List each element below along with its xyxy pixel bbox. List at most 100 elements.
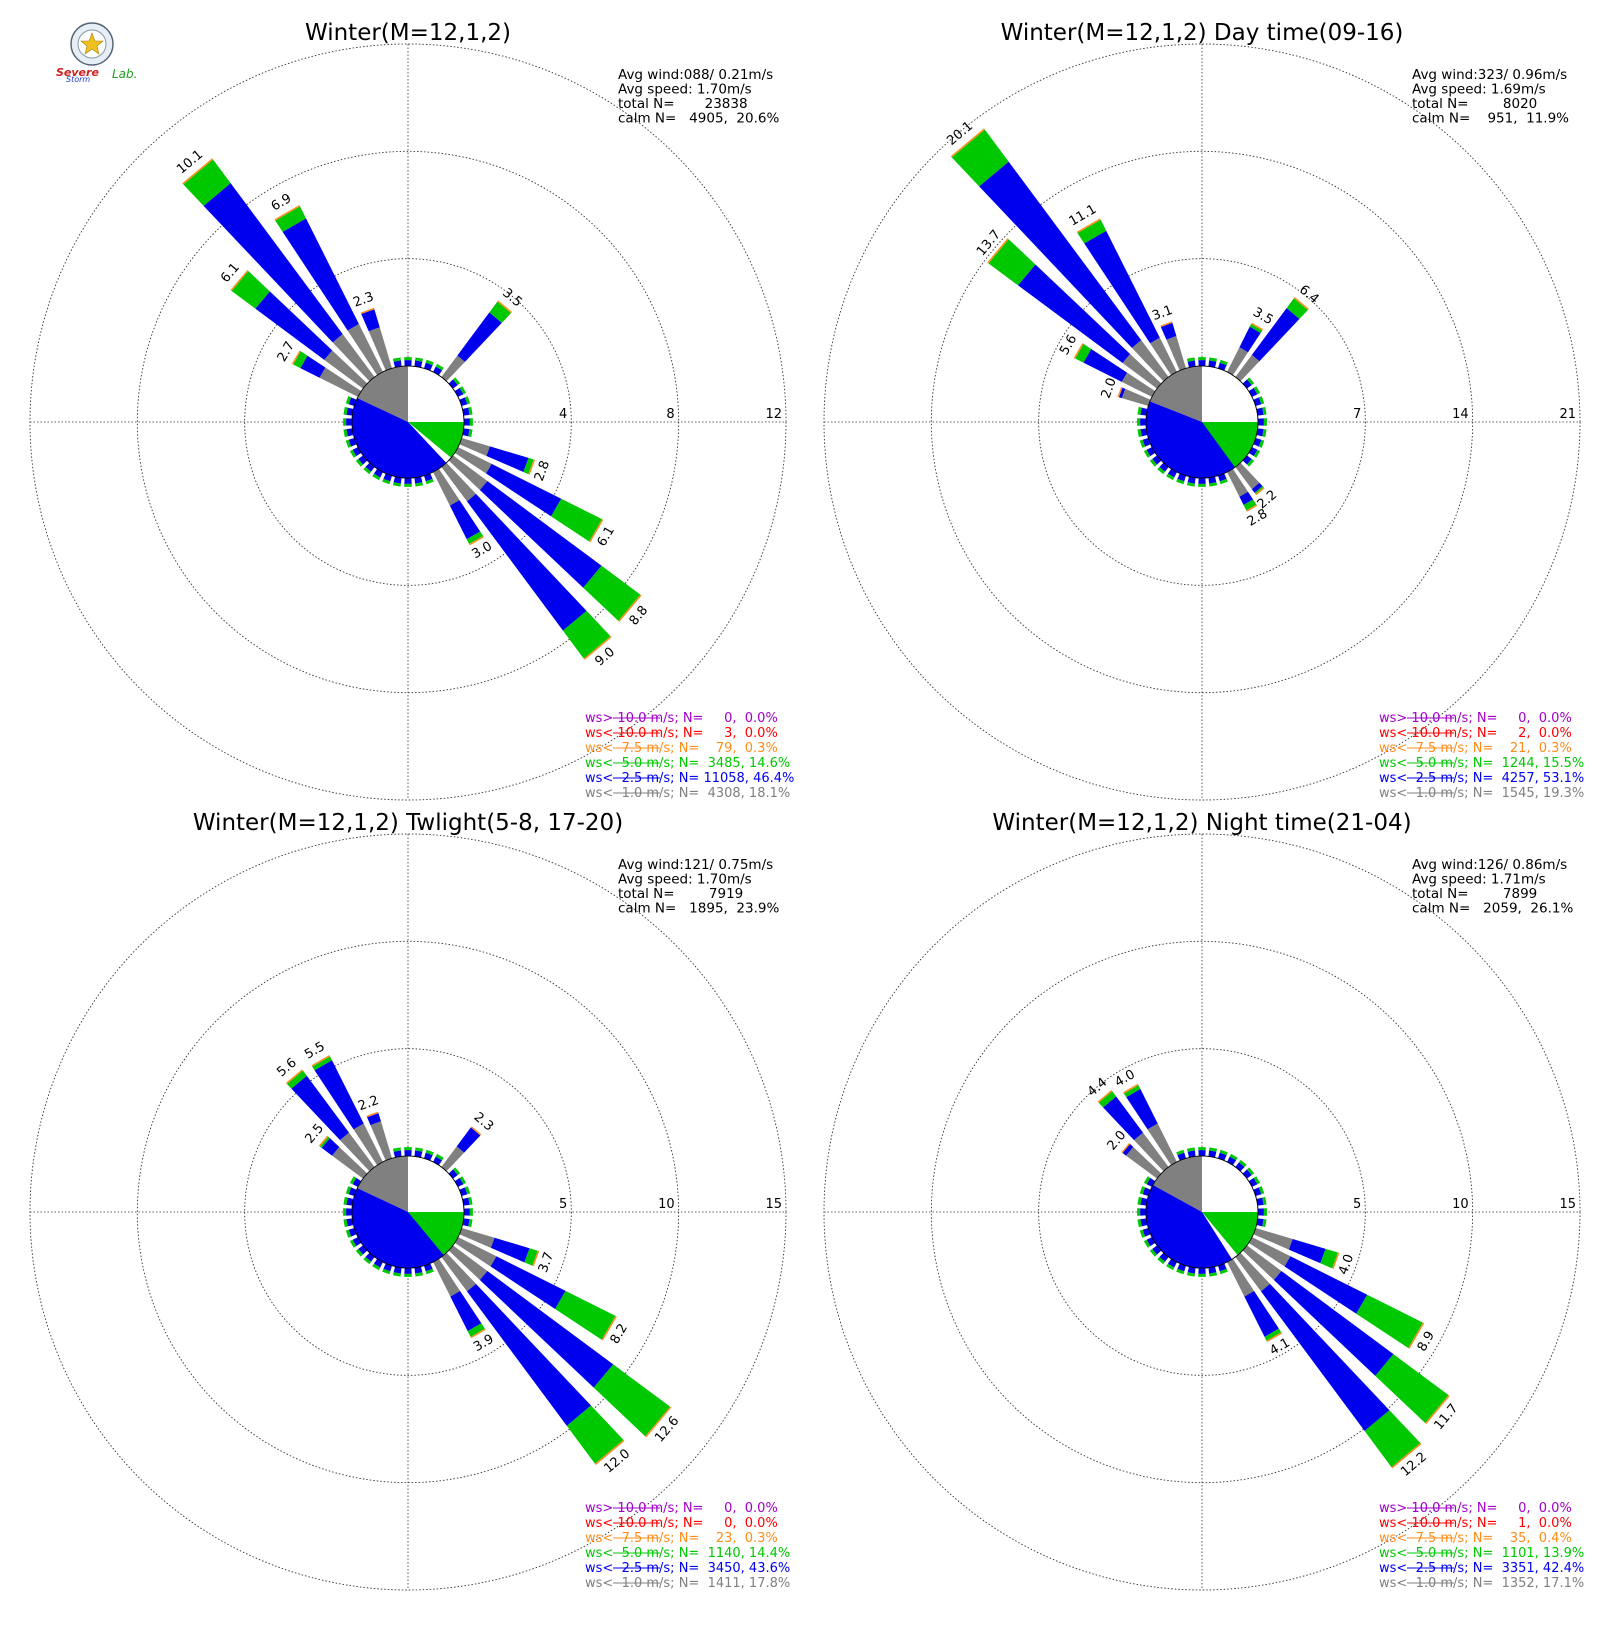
- minor-bar: [1140, 1218, 1148, 1227]
- minor-bar-tip: [1149, 1248, 1157, 1257]
- wind-bar-segment: [459, 1227, 495, 1248]
- minor-bar: [1256, 407, 1264, 416]
- wind-bar-segment: [454, 447, 492, 474]
- minor-bar-tip: [1143, 449, 1151, 458]
- legend-entry: ws< 10.0 m/s; N= 3, 0.0%: [585, 726, 778, 741]
- panel-title: Winter(M=12,1,2) Night time(21-04): [992, 810, 1411, 836]
- stats-line: Avg wind:323/ 0.96m/s: [1412, 67, 1567, 83]
- wind-bar-segment: [1227, 1258, 1255, 1297]
- calm-slice-green: [408, 1212, 464, 1256]
- minor-bar-tip: [1262, 429, 1267, 438]
- wind-bar-segment: [593, 1364, 671, 1437]
- calm-slice-blue: [351, 1188, 447, 1268]
- range-ring: [1038, 1048, 1366, 1376]
- minor-bar-tip: [1176, 1149, 1185, 1156]
- wind-bar-segment: [282, 218, 359, 331]
- wind-bar-segment: [1375, 1354, 1449, 1424]
- wind-bar-tip: [601, 1315, 617, 1341]
- minor-bar-tip: [1198, 357, 1206, 361]
- minor-bar: [414, 476, 423, 484]
- minor-bar: [1198, 1150, 1206, 1157]
- wind-rose-panel: 4 8 1210.16.96.12.32.73.52.86.18.89.03.0Wi…: [29, 20, 794, 801]
- wind-bar-tip: [274, 205, 301, 221]
- minor-bar: [358, 455, 368, 465]
- wind-bar-tip: [469, 535, 484, 546]
- wind-bar-tip: [589, 519, 604, 543]
- legend-entry: ws< 5.0 m/s; N= 1244, 15.5%: [1379, 756, 1584, 771]
- minor-bar-tip: [1143, 1239, 1151, 1248]
- minor-bar: [1159, 1252, 1169, 1262]
- minor-bar-tip: [464, 1186, 471, 1195]
- minor-bar-tip: [1137, 1208, 1141, 1216]
- wind-bar-tip: [594, 1439, 625, 1465]
- minor-bar: [1256, 1197, 1264, 1206]
- legend-entry: ws< 5.0 m/s; N= 3485, 14.6%: [585, 756, 790, 771]
- minor-bar-tip: [1262, 1219, 1267, 1228]
- minor-bar: [346, 1208, 353, 1216]
- minor-bar: [1177, 1152, 1187, 1161]
- minor-bar: [404, 360, 412, 367]
- ring-tick-label: 12: [765, 407, 782, 422]
- minor-bar: [414, 360, 423, 368]
- legend-entry: ws< 7.5 m/s; N= 79, 0.3%: [585, 741, 778, 756]
- ring-tick-label: 14: [1452, 407, 1469, 422]
- stats-line: Avg wind:126/ 0.86m/s: [1412, 857, 1567, 873]
- wind-bar-segment: [486, 446, 529, 472]
- panel-title: Winter(M=12,1,2): [305, 20, 511, 46]
- minor-bar: [1187, 1150, 1196, 1158]
- minor-bar: [346, 1197, 354, 1206]
- wind-bar-tip: [950, 128, 985, 158]
- minor-bar-tip: [459, 386, 467, 395]
- ring-tick-label: 7: [1353, 407, 1361, 422]
- minor-bar-tip: [404, 357, 412, 361]
- minor-bar-tip: [343, 1219, 348, 1228]
- ring-tick-label: 4: [559, 407, 567, 422]
- legend-entry: ws< 1.0 m/s; N= 1352, 17.1%: [1379, 1576, 1584, 1591]
- wind-bar-segment: [291, 1075, 350, 1141]
- wind-bar-segment: [1123, 1085, 1141, 1098]
- wind-bar-segment: [1235, 462, 1260, 490]
- wind-bar-tip: [583, 636, 612, 660]
- legend-entry: ws> 10.0 m/s; N= 0, 0.0%: [1379, 711, 1572, 726]
- minor-bar: [1187, 360, 1196, 368]
- minor-bar-tip: [1139, 1186, 1146, 1195]
- minor-bar: [463, 418, 470, 426]
- legend-entry: ws< 5.0 m/s; N= 1140, 14.4%: [585, 1546, 790, 1561]
- wind-bar-tip: [1073, 343, 1084, 359]
- minor-bar: [1198, 477, 1206, 484]
- minor-bar: [423, 1152, 433, 1161]
- minor-bar: [348, 397, 357, 407]
- legend-entry: ws> 10.0 m/s; N= 0, 0.0%: [585, 711, 778, 726]
- wind-bar-segment: [347, 323, 383, 376]
- wind-rose-panel: 5 10 154.4 4.02.04.08.911.712.24.1Winter(M=…: [823, 810, 1584, 1591]
- wind-bar-segment: [1284, 1256, 1368, 1314]
- minor-bar: [1253, 437, 1262, 447]
- minor-bar: [459, 397, 468, 407]
- wind-bar-segment: [466, 1283, 592, 1426]
- wind-bar-segment: [1364, 1410, 1421, 1468]
- wind-bar-segment: [1103, 1096, 1144, 1141]
- wind-bar-segment: [367, 1113, 381, 1126]
- wind-bar-tip: [1293, 297, 1309, 311]
- logo-text-b: Storm: [66, 75, 90, 84]
- wind-bar-segment: [1017, 264, 1131, 364]
- minor-bar-tip: [469, 418, 473, 426]
- minor-bar: [1177, 473, 1187, 482]
- wind-bar-tip: [311, 1055, 331, 1067]
- minor-bar-tip: [355, 458, 363, 467]
- minor-bar-tip: [349, 449, 357, 458]
- minor-bar-tip: [404, 1147, 412, 1151]
- wind-bar-tip: [1251, 322, 1264, 331]
- wind-bar-segment: [353, 1123, 383, 1166]
- wind-bar-tip: [1076, 218, 1101, 234]
- minor-bar: [1140, 418, 1147, 426]
- wind-bar-segment: [555, 1290, 616, 1340]
- wind-bar-tip: [285, 1069, 303, 1084]
- calm-slice-gray: [357, 366, 408, 422]
- minor-bar-tip: [1137, 1219, 1142, 1228]
- stats-line: total N= 7899: [1412, 886, 1537, 902]
- minor-bar: [1257, 418, 1264, 426]
- minor-bar-tip: [1258, 1186, 1265, 1195]
- wind-bar-segment: [324, 350, 368, 389]
- minor-bar-tip: [343, 429, 348, 438]
